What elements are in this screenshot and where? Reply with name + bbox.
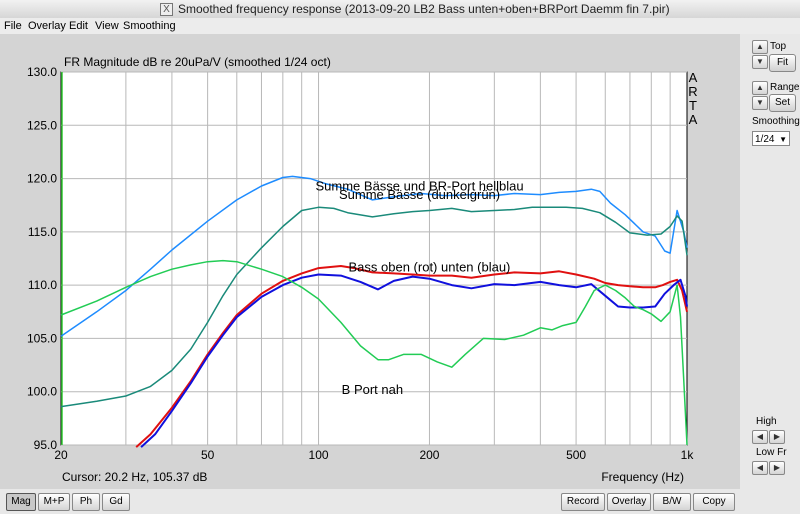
curves: [60, 175, 688, 448]
high-label: High: [756, 416, 777, 427]
title-bar: X Smoothed frequency response (2013-09-2…: [0, 0, 800, 19]
bw-button[interactable]: B/W: [653, 493, 691, 511]
record-button[interactable]: Record: [561, 493, 605, 511]
series-line: [60, 206, 688, 408]
lowfr-right-button[interactable]: ▶: [769, 461, 785, 475]
bottom-toolbar: Mag M+P Ph Gd Record Overlay B/W Copy: [0, 489, 740, 514]
series-line: [60, 175, 688, 337]
x-tick-label: 20: [54, 448, 68, 462]
cursor-readout: Cursor: 20.2 Hz, 105.37 dB: [62, 470, 207, 484]
plot-annotation: Bass oben (rot) unten (blau): [349, 259, 511, 274]
y-tick-label: 115.0: [28, 225, 57, 239]
high-right-button[interactable]: ▶: [769, 430, 785, 444]
plot-annotation: Summe Bässe (dunkelgrün): [339, 187, 500, 202]
menu-smoothing[interactable]: Smoothing: [123, 20, 176, 32]
plot-annotation: B Port nah: [342, 382, 403, 397]
plot-background: [60, 71, 688, 446]
top-label: Top: [770, 41, 787, 52]
smoothing-label: Smoothing: [752, 116, 800, 127]
menu-edit[interactable]: Edit: [69, 20, 88, 32]
y-tick-label: 130.0: [27, 65, 57, 79]
y-tick-label: 105.0: [27, 331, 57, 345]
series-line: [60, 259, 688, 446]
y-tick-label: 100.0: [27, 385, 57, 399]
smoothing-select-value: 1/24: [755, 134, 775, 145]
arta-brand-letter: R: [688, 84, 697, 99]
x11-app-icon: X: [160, 3, 173, 16]
arta-brand-letter: A: [689, 70, 698, 85]
plot-area[interactable]: 95.0 100.0 105.0 110.0 115.0 120.0 125.0 130.0 …: [0, 34, 740, 489]
range-down-button[interactable]: ▼: [752, 96, 768, 110]
y-tick-label: 95.0: [34, 438, 58, 452]
tab-phase[interactable]: Ph: [72, 493, 100, 511]
menu-overlay[interactable]: Overlay: [28, 20, 66, 32]
chevron-down-icon: ▼: [779, 135, 787, 144]
arta-brand-letter: A: [689, 112, 698, 127]
x-tick-label: 500: [566, 448, 586, 462]
range-up-button[interactable]: ▲: [752, 81, 768, 95]
tab-group-delay[interactable]: Gd: [102, 493, 130, 511]
tab-mag[interactable]: Mag: [6, 493, 36, 511]
lowfr-label: Low Fr: [756, 447, 787, 458]
series-line: [140, 273, 688, 448]
grid-lines: [61, 71, 687, 446]
top-up-button[interactable]: ▲: [752, 40, 768, 54]
x-tick-label: 200: [419, 448, 439, 462]
top-down-button[interactable]: ▼: [752, 55, 768, 69]
plot-annotation: Summe Bässe und BR-Port hellblau: [316, 178, 524, 193]
menu-view[interactable]: View: [95, 20, 119, 32]
x-axis-title: Frequency (Hz): [601, 470, 684, 484]
x-tick-labels: 20 50 100 200 500 1k: [54, 448, 694, 462]
y-tick-label: 125.0: [27, 118, 57, 132]
range-label: Range: [770, 82, 800, 93]
tab-mag-phase[interactable]: M+P: [38, 493, 70, 511]
set-button[interactable]: Set: [769, 94, 796, 112]
plot-header: FR Magnitude dB re 20uPa/V (smoothed 1/2…: [64, 55, 331, 69]
x-tick-label: 1k: [681, 448, 695, 462]
series-line: [135, 265, 688, 448]
lowfr-left-button[interactable]: ◀: [752, 461, 768, 475]
copy-button[interactable]: Copy: [693, 493, 735, 511]
menu-file[interactable]: File: [4, 20, 22, 32]
arta-brand-letter: T: [689, 98, 697, 113]
high-left-button[interactable]: ◀: [752, 430, 768, 444]
y-tick-label: 110.0: [28, 278, 57, 292]
overlay-button[interactable]: Overlay: [607, 493, 651, 511]
y-tick-label: 120.0: [27, 172, 57, 186]
menu-bar: File Overlay Edit View Smoothing: [0, 18, 800, 34]
window-title: Smoothed frequency response (2013-09-20 …: [178, 2, 670, 16]
right-control-panel: Top ▲ ▼ Fit Range ▲ ▼ Set Smoothing High…: [740, 34, 800, 514]
smoothing-select[interactable]: 1/24 ▼: [752, 131, 790, 146]
y-tick-labels: 95.0 100.0 105.0 110.0 115.0 120.0 125.0 130.0: [27, 65, 57, 452]
x-tick-label: 50: [201, 448, 215, 462]
frequency-response-chart[interactable]: 95.0100.0105.0110.0115.0120.0125.0130.0 …: [0, 34, 740, 489]
x-tick-label: 100: [309, 448, 329, 462]
fit-button[interactable]: Fit: [769, 54, 796, 72]
